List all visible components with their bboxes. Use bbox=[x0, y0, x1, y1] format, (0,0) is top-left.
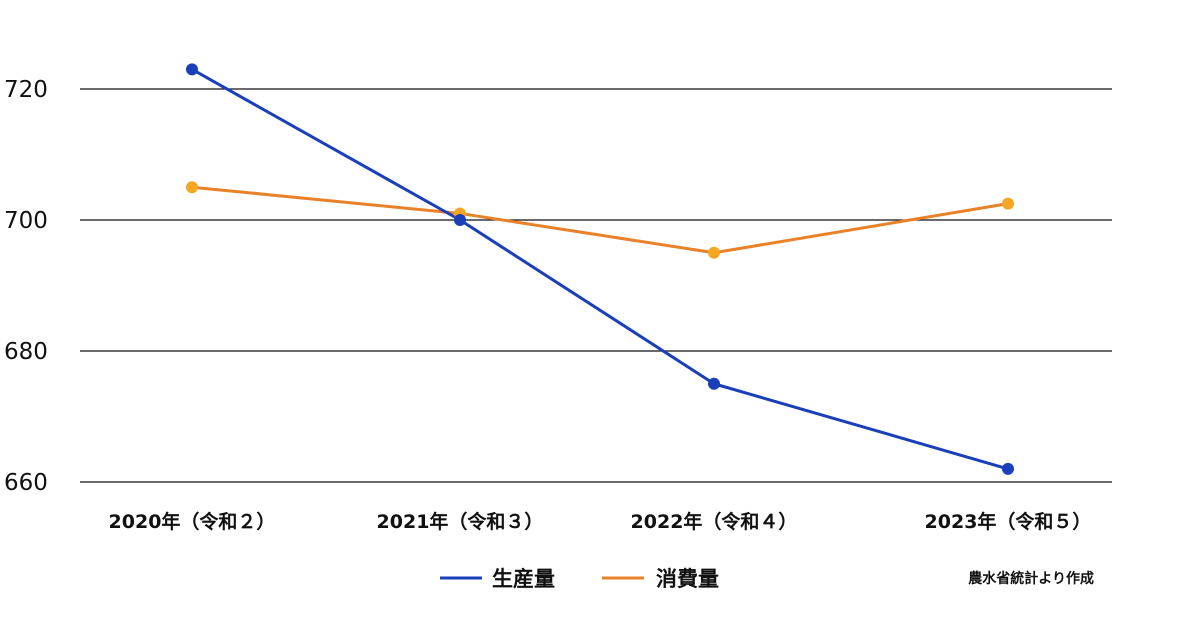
legend-label-production: 生産量 bbox=[492, 567, 555, 591]
data-point-production bbox=[454, 214, 466, 226]
y-tick-label: 700 bbox=[4, 208, 48, 234]
data-point-consumption bbox=[1002, 197, 1014, 210]
gridlines bbox=[80, 88, 1112, 483]
y-tick-label: 720 bbox=[4, 77, 48, 103]
data-point-consumption bbox=[186, 181, 198, 194]
series-line-production bbox=[191, 68, 1009, 471]
x-tick-label: 2020年（令和２） bbox=[109, 510, 276, 533]
series-group bbox=[186, 63, 1014, 475]
y-axis-ticks: 720 700 680 660 bbox=[4, 77, 48, 496]
legend-label-consumption: 消費量 bbox=[656, 567, 719, 591]
data-point-production bbox=[186, 63, 198, 76]
x-tick-label: 2022年（令和４） bbox=[631, 510, 798, 533]
x-tick-label: 2023年（令和５） bbox=[925, 510, 1092, 533]
data-point-production bbox=[1002, 462, 1014, 475]
y-tick-label: 660 bbox=[4, 470, 48, 496]
x-axis-labels: 2020年（令和２） 2021年（令和３） 2022年（令和４） 2023年（令和５） bbox=[109, 510, 1092, 533]
series-line-consumption bbox=[191, 185, 1009, 255]
data-point-production bbox=[708, 377, 720, 390]
data-point-consumption bbox=[708, 246, 720, 259]
legend: 生産量 消費量 bbox=[440, 567, 719, 591]
source-note: 農水省統計より作成 bbox=[968, 570, 1094, 587]
x-tick-label: 2021年（令和３） bbox=[377, 510, 544, 533]
y-tick-label: 680 bbox=[4, 339, 48, 365]
